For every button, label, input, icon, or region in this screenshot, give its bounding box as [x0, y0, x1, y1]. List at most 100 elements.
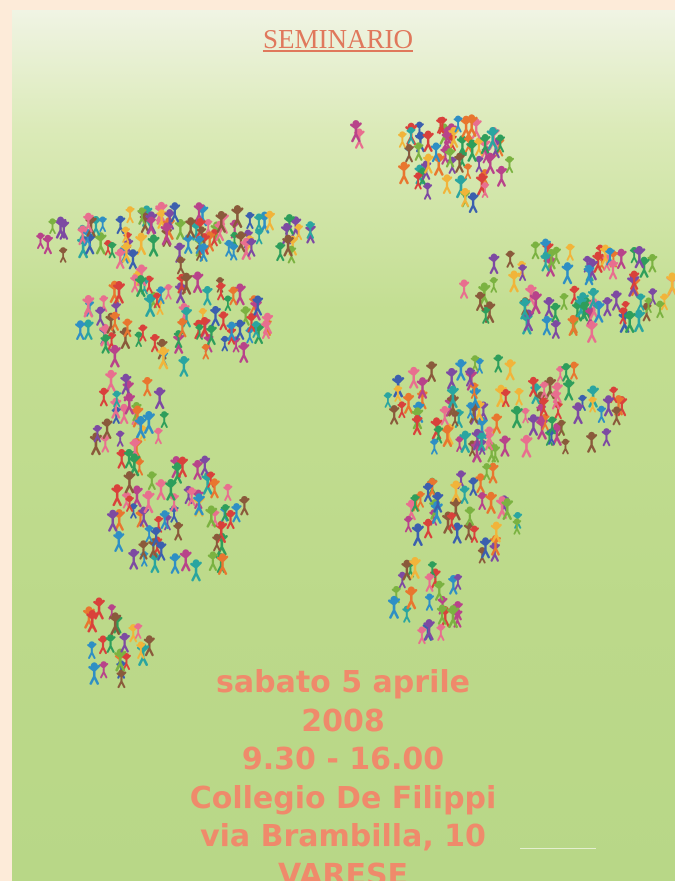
figure [210, 480, 218, 498]
figure [557, 367, 564, 381]
figure [603, 429, 611, 445]
figure [181, 551, 190, 570]
figure [49, 219, 55, 233]
figure [465, 164, 471, 178]
figure [108, 511, 117, 530]
figure [456, 360, 465, 379]
figure [562, 364, 570, 380]
figure [502, 390, 510, 406]
figure [184, 235, 192, 252]
figure [598, 407, 605, 422]
figure [147, 218, 154, 234]
figure [483, 464, 490, 479]
figure [455, 575, 462, 589]
figure [424, 184, 431, 199]
figure [44, 236, 52, 253]
figure [148, 472, 156, 488]
figure [486, 493, 495, 512]
figure [399, 163, 408, 183]
figure [472, 356, 479, 370]
figure [503, 499, 512, 518]
figure [222, 337, 228, 351]
figure [398, 402, 405, 417]
figure [125, 394, 134, 413]
figure [512, 407, 521, 427]
figure [637, 294, 644, 309]
figure [174, 523, 182, 539]
poster: SEMINARIO sabato 5 aprile 2008 9.30 - 16… [12, 10, 675, 881]
figure [493, 415, 501, 433]
figure [191, 561, 200, 580]
figure [266, 212, 274, 229]
figure [617, 250, 625, 268]
figure [407, 588, 416, 608]
figure [224, 485, 231, 500]
figure [145, 295, 155, 315]
figure [180, 357, 189, 375]
figure [60, 248, 66, 262]
figure [543, 317, 551, 334]
figure [667, 274, 675, 294]
figure [461, 432, 470, 452]
figure [403, 607, 410, 622]
figure [573, 404, 582, 423]
figure [203, 287, 211, 304]
figure [415, 143, 423, 159]
info-line: VARESE [12, 857, 674, 881]
figure [120, 405, 128, 423]
figure [117, 432, 124, 446]
figure [256, 230, 263, 244]
figure [451, 482, 460, 501]
figure [193, 273, 202, 292]
figure [603, 298, 611, 315]
figure [125, 472, 134, 492]
figure [486, 154, 495, 173]
figure [106, 371, 115, 390]
figure [562, 440, 568, 454]
figure [229, 288, 237, 304]
figure [468, 141, 477, 161]
figure [129, 550, 138, 568]
figure [465, 523, 473, 539]
figure [469, 478, 477, 494]
figure [410, 558, 419, 577]
figure [563, 264, 572, 283]
figure [96, 308, 104, 325]
figure [491, 278, 498, 292]
figure [144, 492, 153, 512]
figure [239, 343, 248, 362]
figure [171, 554, 180, 572]
figure [507, 252, 514, 267]
figure [107, 635, 115, 651]
figure [235, 285, 244, 304]
figure [255, 215, 262, 231]
figure [213, 535, 220, 551]
figure [452, 411, 459, 425]
figure [161, 412, 168, 427]
figure [506, 360, 515, 379]
figure [114, 532, 123, 551]
figure [146, 526, 153, 541]
figure [561, 294, 568, 309]
figure [144, 412, 154, 432]
figure [135, 624, 141, 638]
figure [506, 157, 513, 172]
figure [461, 487, 469, 503]
figure [405, 517, 412, 532]
figure [96, 234, 105, 254]
figure [230, 244, 237, 259]
figure [165, 285, 171, 299]
figure [409, 368, 418, 387]
figure [399, 132, 406, 147]
figure [625, 312, 634, 332]
figure [76, 321, 84, 338]
figure [460, 281, 468, 298]
figure [426, 594, 433, 609]
figure [193, 461, 201, 479]
title-link[interactable]: SEMINARIO [12, 24, 664, 55]
figure [495, 356, 503, 372]
figure [389, 597, 399, 617]
divider [520, 848, 596, 849]
figure [276, 243, 284, 260]
figure [426, 574, 434, 590]
